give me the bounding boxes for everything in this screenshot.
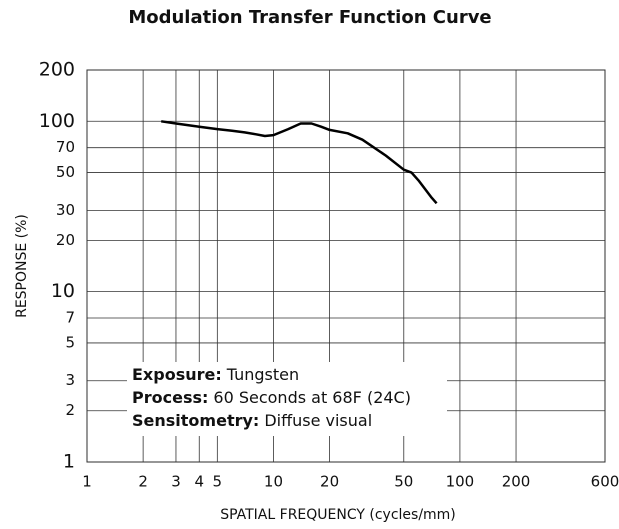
annotation-label: Sensitometry: [132,411,259,430]
x-tick-label: 4 [194,473,204,491]
x-tick-label: 200 [502,473,531,491]
y-tick-label: 1 [63,451,75,473]
annotation-text: Tungsten [226,365,299,384]
x-tick-label: 10 [264,473,283,491]
x-tick-label: 2 [138,473,148,491]
data-line [161,120,438,205]
x-tick-label: 20 [320,473,339,491]
annotation-label: Process: [132,388,208,407]
x-tick-label: 600 [591,473,619,491]
y-tick-label: 50 [56,163,75,181]
chart-title: Modulation Transfer Function Curve [128,7,491,28]
x-tick-label: 50 [394,473,413,491]
y-tick-label: 70 [56,138,75,156]
y-tick-label: 5 [65,333,75,351]
annotation-text: 60 Seconds at 68F (24C) [213,388,411,407]
y-tick-label: 30 [56,201,75,219]
x-tick-label: 100 [446,473,475,491]
annotation: Exposure: Tungsten [132,365,299,384]
annotation-background [127,362,447,436]
x-tick-label: 1 [82,473,92,491]
annotation-text: Diffuse visual [264,411,372,430]
y-tick-label: 10 [51,280,75,302]
y-tick-label: 2 [65,401,75,419]
y-tick-label: 20 [56,231,75,249]
annotation: Sensitometry: Diffuse visual [132,411,372,430]
y-tick-label: 3 [65,371,75,389]
x-tick-label: 3 [171,473,181,491]
annotation: Process: 60 Seconds at 68F (24C) [132,388,411,407]
y-axis-label: RESPONSE (%) [14,214,30,318]
annotation-label: Exposure: [132,365,222,384]
y-tick-label: 7 [65,309,75,327]
y-tick-label: 200 [39,59,75,81]
y-tick-label: 100 [39,110,75,132]
x-axis-label: SPATIAL FREQUENCY (cycles/mm) [220,507,456,523]
x-tick-label: 5 [213,473,223,491]
